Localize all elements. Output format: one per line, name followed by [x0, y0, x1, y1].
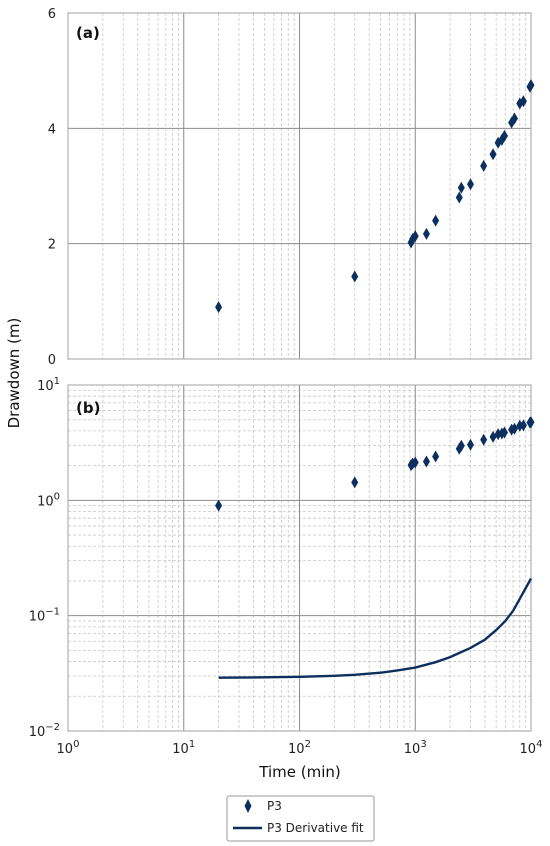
x-tick-label: 102 [288, 739, 311, 757]
x-tick-label: 103 [404, 739, 427, 757]
panel-a-p3-point [510, 112, 518, 125]
x-tick-label: 100 [57, 739, 80, 757]
panel-a-p3-point [500, 129, 508, 142]
x-axis-ticks: 100 101 102 103 104 [57, 739, 543, 757]
panel-a-p3-point [432, 214, 440, 227]
panel-a-y-tick-label: 4 [48, 122, 56, 137]
panel-b-y-ticks: 10−2 10−1 100 101 [29, 376, 60, 740]
panel-b-p3-point [480, 433, 488, 446]
panel-b-y-tick-label: 101 [37, 376, 60, 394]
panel-a-p3-point [480, 159, 488, 172]
panel-b-p3-point [527, 416, 535, 429]
legend-p3-label: P3 [267, 799, 282, 813]
panel-b-p3-point [466, 438, 474, 451]
panel-b-p3-point [500, 426, 508, 439]
panel-a-p3-point [411, 230, 419, 243]
panel-b-p3-point [422, 455, 430, 468]
panel-b-p3-point [457, 439, 465, 452]
panel-a-y-tick-label: 2 [48, 238, 56, 253]
panel-a-p3-point [215, 301, 223, 314]
panel-b-p3-point [432, 450, 440, 463]
legend-box [226, 795, 375, 842]
panel-a-p3-point [457, 181, 465, 194]
panel-b-y-tick-label: 10−2 [29, 722, 60, 740]
panel-a-p3-point [455, 191, 463, 204]
panel-a-label: (a) [76, 24, 100, 42]
legend-fit-label: P3 Derivative fit [267, 821, 364, 835]
panel-b [67, 384, 535, 732]
x-tick-label: 104 [520, 739, 543, 757]
panel-b-y-tick-label: 100 [37, 491, 60, 509]
panel-b-frame [67, 384, 532, 732]
panel-b-p3-point [351, 476, 359, 489]
x-axis-label: Time (min) [258, 763, 340, 781]
panel-b-p3-point [411, 456, 419, 469]
panel-b-derivative-fit-line [218, 577, 533, 679]
legend: P3 P3 Derivative fit [226, 795, 375, 842]
panel-b-p3-point [519, 419, 527, 432]
panel-a-y-tick-label: 6 [48, 7, 56, 22]
panel-a-frame [67, 12, 532, 360]
panel-a-p3-point [422, 227, 430, 240]
x-tick-label: 101 [172, 739, 195, 757]
legend-p3-marker [244, 799, 252, 813]
panel-a-y-tick-label: 0 [48, 353, 56, 368]
panel-a-y-ticks: 0 2 4 6 [48, 7, 56, 368]
panel-b-p3-point [215, 499, 223, 512]
panel-a-p3-point [527, 79, 535, 92]
panel-b-p3-point [510, 422, 518, 435]
panel-b-label: (b) [76, 399, 100, 417]
panel-a-p3-point [489, 148, 497, 161]
panel-a-p3-point [466, 178, 474, 191]
panel-a [67, 12, 535, 360]
panel-b-y-tick-label: 10−1 [29, 607, 60, 625]
y-axis-label: Drawdown (m) [5, 318, 23, 429]
panel-a-p3-point [351, 270, 359, 283]
panel-a-p3-point [519, 95, 527, 108]
